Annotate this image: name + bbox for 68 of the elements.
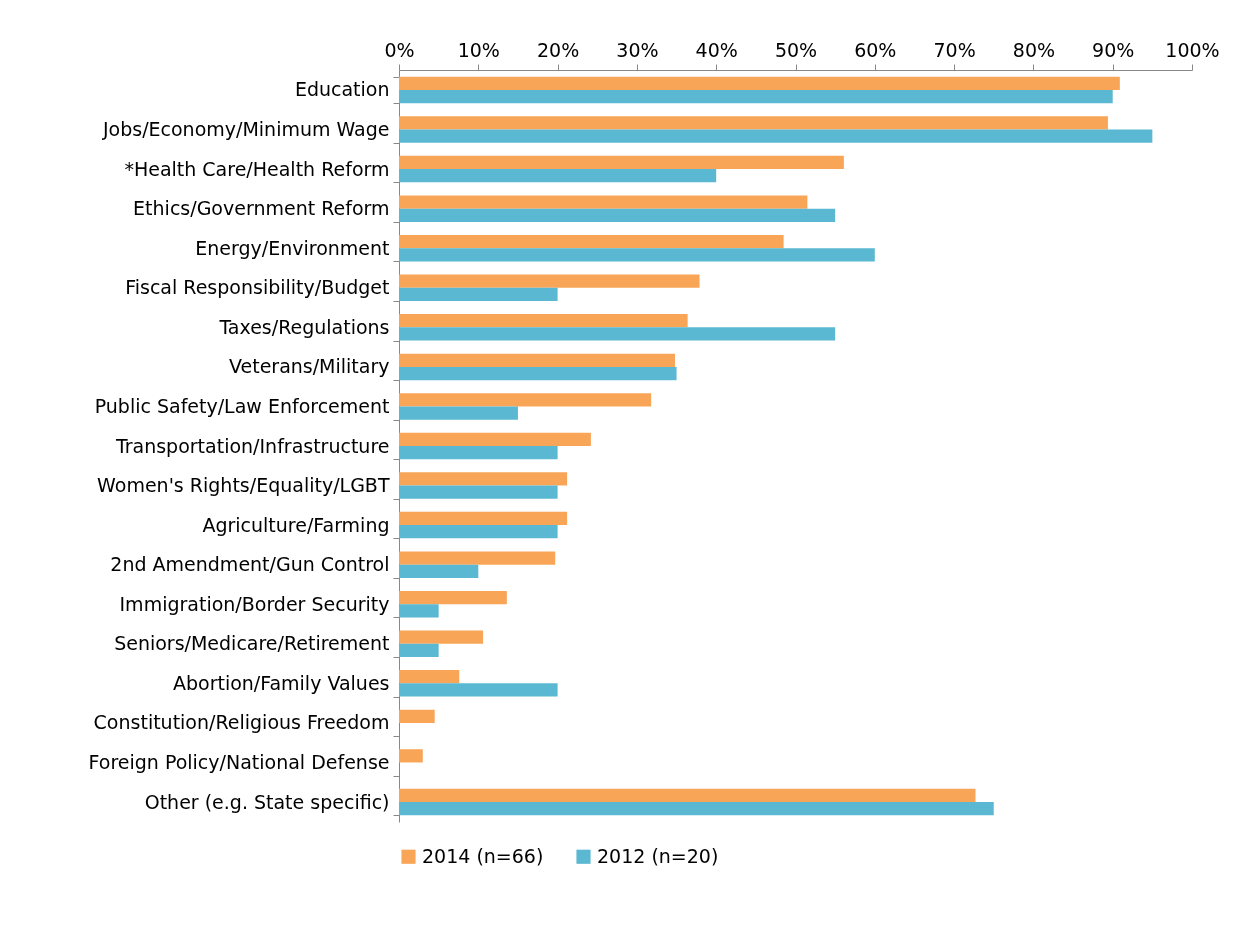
bar [399, 564, 479, 578]
bar [399, 406, 518, 420]
bar [399, 511, 568, 526]
bar [399, 366, 677, 381]
y-tick-label: Transportation/Infrastructure [114, 434, 390, 457]
bar [399, 472, 568, 486]
bar [399, 630, 484, 644]
x-tick-label: 10% [457, 38, 500, 61]
y-tick-label: Immigration/Border Security [119, 592, 390, 615]
bar [399, 432, 591, 446]
y-tick-label: 2nd Amendment/Gun Control [110, 553, 390, 576]
bar [399, 76, 1120, 90]
bar [399, 683, 558, 697]
bar [399, 393, 652, 407]
x-tick-label: 70% [933, 38, 976, 61]
y-tick-label: Ethics/Government Reform [133, 197, 390, 220]
bar [399, 749, 423, 763]
bar [399, 116, 1108, 130]
bar [399, 446, 558, 460]
bar [399, 314, 688, 328]
y-tick-label: Other (e.g. State specific) [144, 790, 390, 813]
y-tick-label: Education [294, 78, 390, 101]
bar [399, 590, 507, 605]
y-tick-label: Abortion/Family Values [172, 671, 390, 694]
bar [399, 709, 435, 723]
x-tick-label: 100% [1165, 38, 1220, 61]
x-tick-label: 80% [1012, 38, 1056, 61]
bar [399, 155, 844, 170]
bar [399, 274, 700, 288]
bar [399, 802, 994, 816]
bar [399, 643, 439, 658]
x-tick-label: 30% [616, 38, 659, 61]
legend-label: 2014 (n=66) [422, 844, 544, 867]
bar [399, 353, 675, 367]
y-tick-label: Veterans/Military [228, 355, 390, 378]
bar [399, 234, 784, 249]
x-tick-label: 40% [695, 38, 738, 61]
bar [399, 525, 558, 539]
bar [399, 287, 558, 302]
y-tick-label: Women's Rights/Equality/LGBT [97, 474, 390, 497]
y-tick-label: Taxes/Regulations [218, 315, 390, 338]
bar [399, 195, 808, 209]
y-tick-label: Seniors/Medicare/Retirement [114, 632, 390, 655]
x-tick-label: 60% [854, 38, 897, 61]
y-tick-label: Constitution/Religious Freedom [93, 711, 390, 734]
bar [399, 485, 558, 499]
bar [399, 208, 836, 222]
y-tick-label: Fiscal Responsibility/Budget [125, 276, 390, 299]
bar [399, 169, 717, 183]
x-tick-label: 20% [536, 38, 580, 61]
x-tick-label: 0% [384, 38, 415, 61]
bar [399, 551, 556, 565]
x-tick-label: 90% [1092, 38, 1135, 61]
bar [399, 129, 1153, 143]
bar [399, 89, 1113, 104]
bar [399, 327, 836, 341]
bar [399, 604, 439, 618]
y-tick-label: Agriculture/Farming [202, 513, 390, 536]
y-tick-label: Energy/Environment [195, 236, 390, 259]
bar [399, 788, 976, 803]
y-tick-label: Foreign Policy/National Defense [88, 750, 390, 773]
bar [399, 248, 875, 262]
y-tick-label: Public Safety/Law Enforcement [94, 394, 390, 417]
y-tick-label: Jobs/Economy/Minimum Wage [101, 118, 390, 141]
bar [399, 670, 460, 684]
y-tick-label: *Health Care/Health Reform [124, 157, 390, 180]
x-tick-label: 50% [774, 38, 818, 61]
legend-label: 2012 (n=20) [597, 844, 719, 867]
